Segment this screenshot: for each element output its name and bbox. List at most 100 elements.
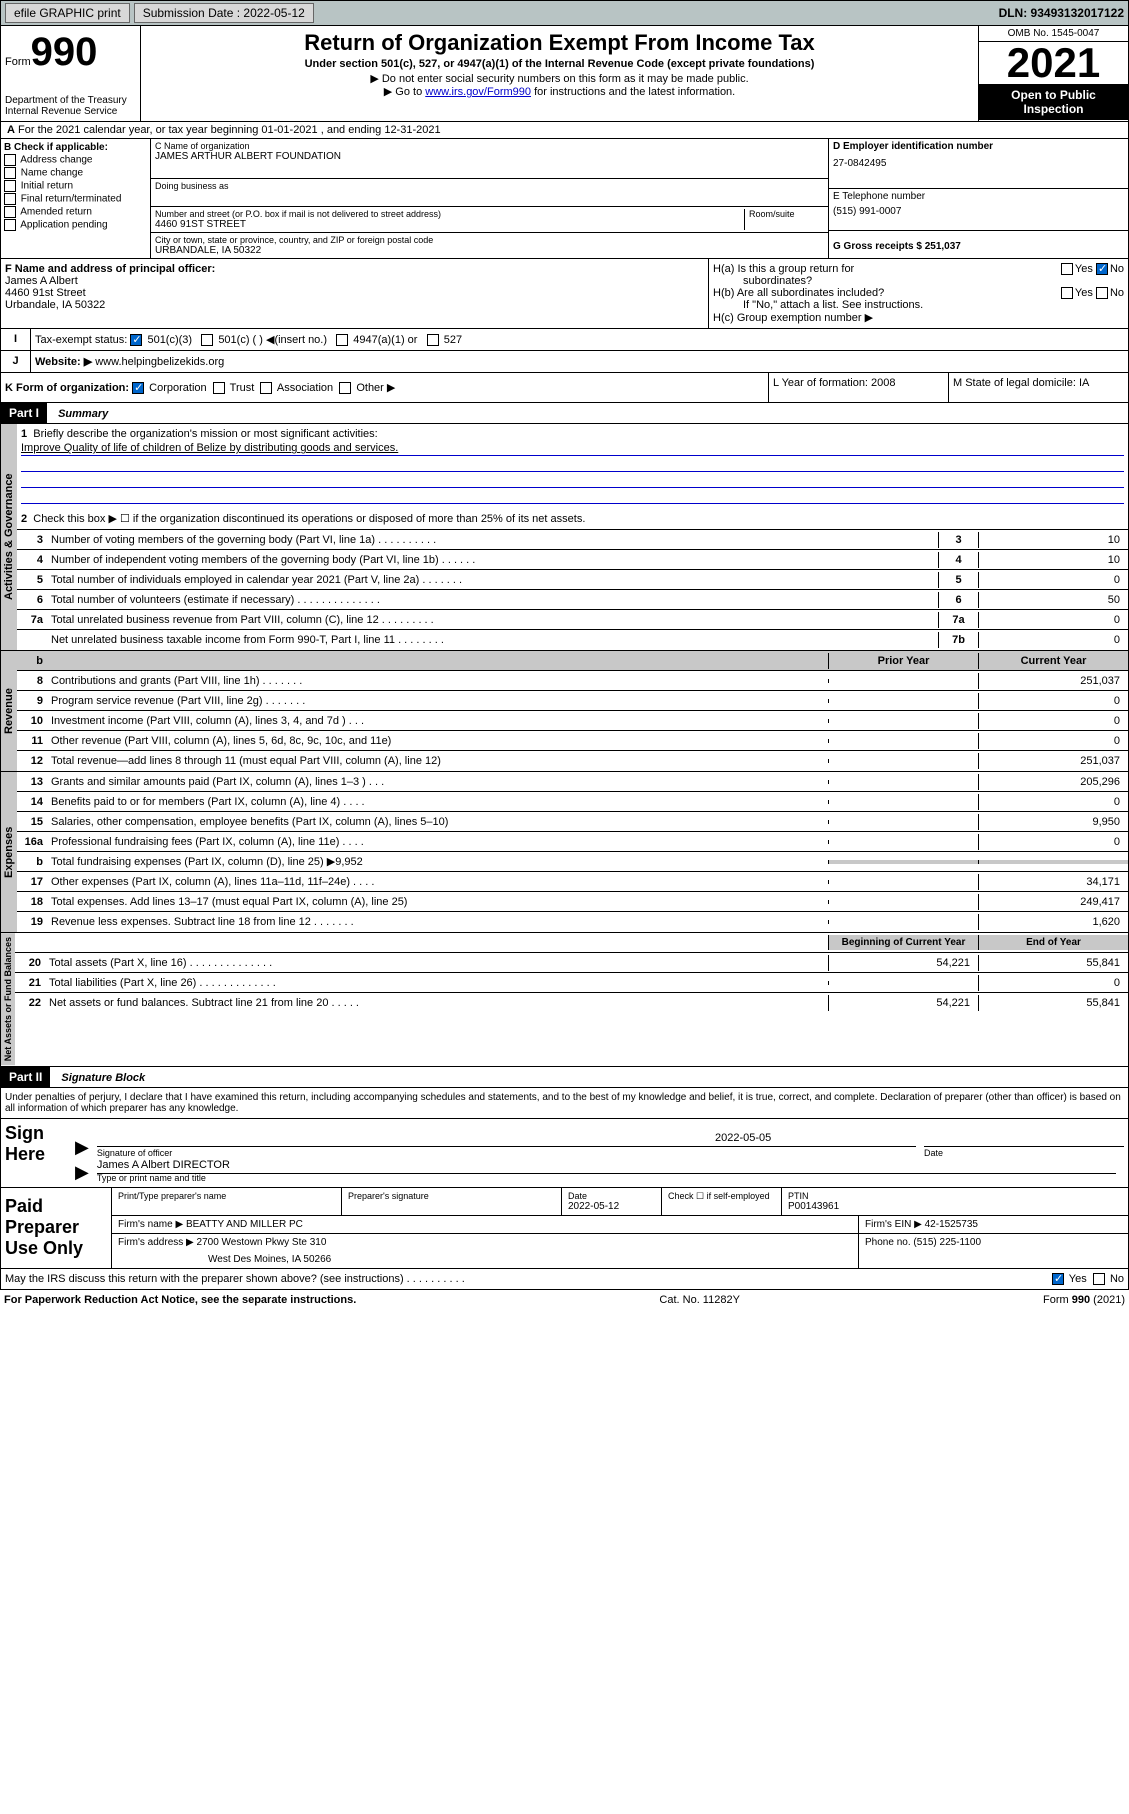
paid-preparer-section: Paid Preparer Use Only Print/Type prepar… <box>0 1188 1129 1269</box>
year-formation: L Year of formation: 2008 <box>768 373 948 402</box>
officer-addr1: 4460 91st Street <box>5 287 704 299</box>
checkbox-address-change[interactable]: Address change <box>4 154 147 166</box>
4947-checkbox[interactable] <box>336 334 348 346</box>
part2-header: Part II <box>1 1067 50 1087</box>
other-checkbox[interactable] <box>339 382 351 394</box>
form-note-2: ▶ Go to www.irs.gov/Form990 for instruct… <box>145 85 974 98</box>
table-row: 22Net assets or fund balances. Subtract … <box>15 993 1128 1013</box>
officer-addr2: Urbandale, IA 50322 <box>5 299 704 311</box>
dln-text: DLN: 93493132017122 <box>999 6 1124 20</box>
tax-year: 2021 <box>979 42 1128 84</box>
sign-name: James A Albert DIRECTOR <box>97 1159 1116 1171</box>
city-label: City or town, state or province, country… <box>155 235 824 245</box>
ein: 27-0842495 <box>833 158 1124 169</box>
netassets-section: Net Assets or Fund Balances Beginning of… <box>0 933 1129 1066</box>
table-row: 11Other revenue (Part VIII, column (A), … <box>17 731 1128 751</box>
row-f-h: F Name and address of principal officer:… <box>0 259 1129 329</box>
sidebar-expenses: Expenses <box>1 772 17 932</box>
penalty-text: Under penalties of perjury, I declare th… <box>0 1088 1129 1119</box>
state-domicile: M State of legal domicile: IA <box>948 373 1128 402</box>
dba-label: Doing business as <box>155 181 824 191</box>
form-number: 990 <box>31 30 98 74</box>
table-row: 17Other expenses (Part IX, column (A), l… <box>17 872 1128 892</box>
table-row: 13Grants and similar amounts paid (Part … <box>17 772 1128 792</box>
table-row: 5Total number of individuals employed in… <box>17 570 1128 590</box>
revenue-section: Revenue b Prior Year Current Year 8Contr… <box>0 651 1129 772</box>
checkbox-name-change[interactable]: Name change <box>4 167 147 179</box>
ein-label: D Employer identification number <box>833 141 1124 152</box>
discuss-yes-checkbox[interactable] <box>1052 1273 1064 1285</box>
table-row: 20Total assets (Part X, line 16) . . . .… <box>15 953 1128 973</box>
row-a: A For the 2021 calendar year, or tax yea… <box>0 122 1129 139</box>
table-row: 19Revenue less expenses. Subtract line 1… <box>17 912 1128 932</box>
ha-sub: subordinates? <box>743 275 1124 287</box>
table-row: 14Benefits paid to or for members (Part … <box>17 792 1128 812</box>
section-b-label: B Check if applicable: <box>4 142 147 153</box>
row-i: I Tax-exempt status: 501(c)(3) 501(c) ( … <box>0 329 1129 351</box>
sign-here-label: Sign Here <box>1 1119 71 1187</box>
table-row: 6Total number of volunteers (estimate if… <box>17 590 1128 610</box>
org-name: JAMES ARTHUR ALBERT FOUNDATION <box>155 151 824 162</box>
phone-label: E Telephone number <box>833 191 1124 202</box>
table-row: 8Contributions and grants (Part VIII, li… <box>17 671 1128 691</box>
form-subtitle: Under section 501(c), 527, or 4947(a)(1)… <box>145 58 974 70</box>
dept-label: Department of the Treasury <box>5 95 136 106</box>
527-checkbox[interactable] <box>427 334 439 346</box>
501c-checkbox[interactable] <box>201 334 213 346</box>
mission-text: Improve Quality of life of children of B… <box>21 442 1124 456</box>
table-row: 3Number of voting members of the governi… <box>17 530 1128 550</box>
part1-header: Part I <box>1 403 47 423</box>
form-note-1: ▶ Do not enter social security numbers o… <box>145 72 974 85</box>
table-row: 21Total liabilities (Part X, line 26) . … <box>15 973 1128 993</box>
table-row: 18Total expenses. Add lines 13–17 (must … <box>17 892 1128 912</box>
city: URBANDALE, IA 50322 <box>155 245 824 256</box>
topbar: efile GRAPHIC print Submission Date : 20… <box>0 0 1129 26</box>
table-row: bTotal fundraising expenses (Part IX, co… <box>17 852 1128 872</box>
ha-label: H(a) Is this a group return for <box>713 263 854 275</box>
org-name-label: C Name of organization <box>155 141 824 151</box>
phone: (515) 991-0007 <box>833 206 1124 217</box>
table-row: 4Number of independent voting members of… <box>17 550 1128 570</box>
table-row: 16aProfessional fundraising fees (Part I… <box>17 832 1128 852</box>
efile-button[interactable]: efile GRAPHIC print <box>5 3 130 23</box>
hb-label: H(b) Are all subordinates included? <box>713 287 884 299</box>
form-title: Return of Organization Exempt From Incom… <box>145 30 974 56</box>
trust-checkbox[interactable] <box>213 382 225 394</box>
table-row: 15Salaries, other compensation, employee… <box>17 812 1128 832</box>
501c3-checkbox[interactable] <box>130 334 142 346</box>
discuss-text: May the IRS discuss this return with the… <box>5 1273 465 1285</box>
room-label: Room/suite <box>749 209 824 219</box>
table-row: 9Program service revenue (Part VIII, lin… <box>17 691 1128 711</box>
addr: 4460 91ST STREET <box>155 219 744 230</box>
part2-title: Signature Block <box>53 1069 153 1087</box>
row-k-l-m: K Form of organization: Corporation Trus… <box>0 373 1129 403</box>
checkbox-amended-return[interactable]: Amended return <box>4 206 147 218</box>
expenses-section: Expenses 13Grants and similar amounts pa… <box>0 772 1129 933</box>
irs-link[interactable]: www.irs.gov/Form990 <box>425 86 531 98</box>
table-row: 10Investment income (Part VIII, column (… <box>17 711 1128 731</box>
part1-title: Summary <box>50 405 116 423</box>
governance-section: Activities & Governance 1 Briefly descri… <box>0 424 1129 651</box>
row-j: J Website: ▶ www.helpingbelizekids.org <box>0 351 1129 373</box>
sign-date: 2022-05-05 <box>715 1132 815 1144</box>
sidebar-activities: Activities & Governance <box>1 424 17 650</box>
checkbox-final-return-terminated[interactable]: Final return/terminated <box>4 193 147 205</box>
sidebar-revenue: Revenue <box>1 651 17 771</box>
discuss-no-checkbox[interactable] <box>1093 1273 1105 1285</box>
addr-label: Number and street (or P.O. box if mail i… <box>155 209 744 219</box>
entity-info: B Check if applicable: Address change Na… <box>0 139 1129 259</box>
hc-label: H(c) Group exemption number ▶ <box>713 311 1124 324</box>
receipts: G Gross receipts $ 251,037 <box>833 241 1124 252</box>
checkbox-initial-return[interactable]: Initial return <box>4 180 147 192</box>
corp-checkbox[interactable] <box>132 382 144 394</box>
paid-label: Paid Preparer Use Only <box>1 1188 111 1268</box>
irs-label: Internal Revenue Service <box>5 106 136 117</box>
form-header: Form990 Department of the Treasury Inter… <box>0 26 1129 122</box>
assoc-checkbox[interactable] <box>260 382 272 394</box>
checkbox-application-pending[interactable]: Application pending <box>4 219 147 231</box>
website: www.helpingbelizekids.org <box>95 356 224 368</box>
hb-note: If "No," attach a list. See instructions… <box>743 299 1124 311</box>
table-row: 12Total revenue—add lines 8 through 11 (… <box>17 751 1128 771</box>
form-label: Form <box>5 56 31 68</box>
submission-date-button[interactable]: Submission Date : 2022-05-12 <box>134 3 314 23</box>
